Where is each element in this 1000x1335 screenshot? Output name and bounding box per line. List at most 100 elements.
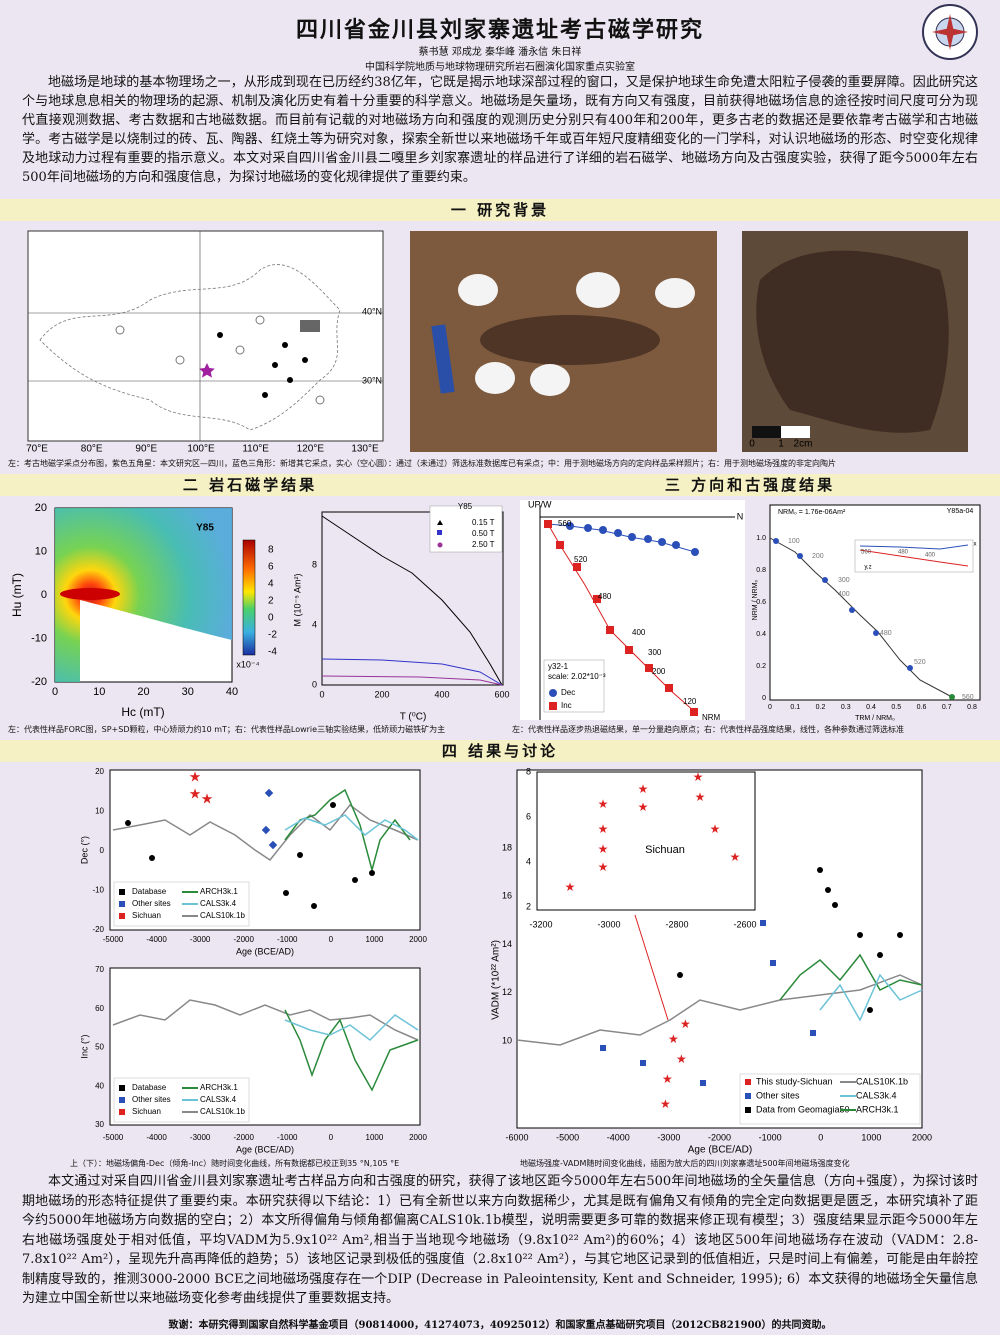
field-photo-samples — [458, 272, 695, 396]
label: Y85 — [196, 523, 214, 534]
label: VADM (*10²² Am²) — [491, 940, 502, 1020]
dec-cals3k — [284, 814, 419, 841]
lowrie-curve-015 — [321, 515, 503, 686]
vadm-arch3k — [779, 953, 923, 1001]
dec-sichuan: ★★ ★ — [189, 769, 214, 807]
y-tick-label: -2 — [268, 630, 277, 641]
dec-database — [125, 802, 375, 909]
y-tick-label: 30 — [95, 1120, 104, 1129]
legend-key — [745, 1079, 751, 1085]
dec-arch3k — [284, 788, 411, 873]
x-tick-label: 2000 — [912, 1132, 932, 1142]
y-tick-label: 50 — [95, 1043, 104, 1052]
y-tick-label: 8 — [312, 559, 317, 569]
y-tick-label: 1.0 — [756, 535, 766, 542]
label: Hc (mT) — [121, 705, 164, 719]
lowrie-curve-250 — [321, 675, 503, 686]
vadm-legend — [739, 1073, 921, 1125]
caption: 左：考古地磁学采点分布图，紫色五角星：本文研究区—四川，蓝色三角形：新增其它采点… — [8, 459, 836, 468]
label: ARCH3k.1 — [200, 1083, 238, 1092]
vadm-geomagia — [677, 867, 903, 1013]
x-tick-label: 20 — [137, 686, 149, 698]
label: M (10⁻⁵ Am²) — [292, 574, 302, 627]
svg-text:★: ★ — [710, 822, 721, 836]
label: 560 — [861, 550, 872, 556]
caption: 上（下）：地磁场偏角-Dec（倾角-Inc）随时间变化曲线，所有数据都已校正到3… — [70, 1159, 400, 1168]
authors: 蔡书慧 邓成龙 秦华峰 潘永信 朱日祥 — [418, 47, 582, 58]
inc-cals3k — [284, 1014, 419, 1041]
label: 480 — [598, 592, 612, 601]
label: 520 — [914, 659, 926, 666]
vadm-cals3k — [819, 973, 923, 1022]
label: 520 — [574, 555, 588, 564]
label: Inc (°) — [79, 1034, 89, 1058]
label: x — [974, 542, 977, 548]
x-tick-label: -5000 — [103, 935, 124, 944]
conclusion: 本文通过对采自四川省金川县刘家寨遗址考古样品方向和古强度的研究，获得了该地区距今… — [22, 1174, 978, 1306]
label: NRM₀ = 1.76e-06Am² — [778, 509, 846, 516]
x-tick-label: -3000 — [190, 935, 211, 944]
y-tick-label: 16 — [502, 891, 512, 901]
svg-text:★: ★ — [598, 822, 609, 836]
x-tick-label: 600 — [494, 689, 509, 699]
label: N — [737, 511, 744, 521]
legend-key — [840, 1081, 856, 1083]
legend-key — [745, 1093, 751, 1099]
label: Other sites — [132, 1095, 171, 1104]
label: 30°N — [362, 375, 382, 385]
y-tick-label: 6 — [526, 811, 531, 821]
lowrie-curve-050 — [321, 658, 503, 686]
y-tick-label: 0.2 — [756, 663, 766, 670]
legend-key — [119, 913, 125, 919]
label: 300 — [648, 648, 662, 657]
section-heading: 四 结果与讨论 — [0, 740, 1000, 762]
forc-peak — [60, 588, 120, 600]
study-site-star — [199, 363, 215, 378]
x-tick-label: -3000 — [657, 1132, 680, 1142]
x-tick-label: 10 — [93, 686, 105, 698]
legend-key — [119, 1109, 125, 1115]
svg-text:★: ★ — [695, 790, 706, 804]
legend-key — [437, 542, 443, 548]
label: x10⁻⁴ — [236, 659, 259, 669]
scale-bar — [752, 426, 781, 438]
x-tick-label: -1000 — [759, 1132, 782, 1142]
label: Hu (mT) — [10, 573, 24, 617]
map-frame — [27, 230, 384, 442]
svg-text:★: ★ — [598, 860, 609, 874]
label: CALS10k.1b — [200, 911, 245, 920]
label: 400 — [838, 591, 850, 598]
arai-frame — [769, 504, 981, 701]
legend-key — [840, 1095, 856, 1097]
y-tick-label: 2 — [526, 901, 531, 911]
label: 2.50 T — [472, 540, 495, 549]
label: Dec — [561, 688, 575, 697]
x-tick-label: -1000 — [277, 935, 298, 944]
label: 400 — [925, 553, 936, 559]
label: Data from Geomagia50 — [756, 1104, 850, 1114]
legend-key — [119, 889, 125, 895]
y-tick-label: 12 — [502, 987, 512, 997]
x-tick-label: 0 — [319, 689, 324, 699]
label: y32-1 — [548, 662, 569, 671]
label: Dec (°) — [79, 836, 89, 864]
label: 480 — [898, 550, 909, 556]
sherd — [756, 250, 949, 433]
arai-inset-yz — [859, 549, 969, 567]
logo-compass — [932, 14, 968, 50]
label: UP/W — [528, 499, 552, 509]
label: 100 — [788, 538, 800, 545]
x-tick-label: -2800 — [665, 919, 688, 929]
lowrie-frame — [321, 511, 504, 686]
x-tick-label: 40 — [226, 686, 238, 698]
y-tick-label: 2 — [268, 596, 274, 607]
x-tick-label: 130°E — [351, 444, 379, 455]
x-tick-label: 110°E — [242, 444, 269, 455]
y-tick-label: -20 — [92, 925, 104, 934]
svg-text:★: ★ — [565, 880, 576, 894]
x-tick-label: -5000 — [556, 1132, 579, 1142]
label: 200 — [812, 553, 824, 560]
y-tick-label: 20 — [95, 767, 104, 776]
label: CALS3k.4 — [856, 1090, 897, 1100]
